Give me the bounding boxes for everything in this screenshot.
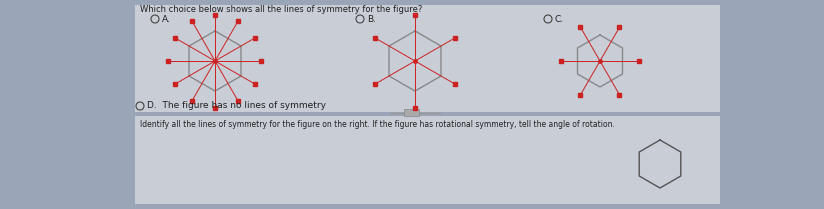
Text: D.  The figure has no lines of symmetry: D. The figure has no lines of symmetry (147, 102, 326, 111)
FancyBboxPatch shape (405, 110, 419, 116)
FancyBboxPatch shape (135, 116, 720, 204)
Text: A.: A. (162, 14, 171, 23)
Text: C.: C. (555, 14, 564, 23)
FancyBboxPatch shape (135, 5, 720, 112)
Text: B.: B. (367, 14, 376, 23)
Text: Which choice below shows all the lines of symmetry for the figure?: Which choice below shows all the lines o… (140, 5, 423, 14)
Text: Identify all the lines of symmetry for the figure on the right. If the figure ha: Identify all the lines of symmetry for t… (140, 120, 615, 129)
